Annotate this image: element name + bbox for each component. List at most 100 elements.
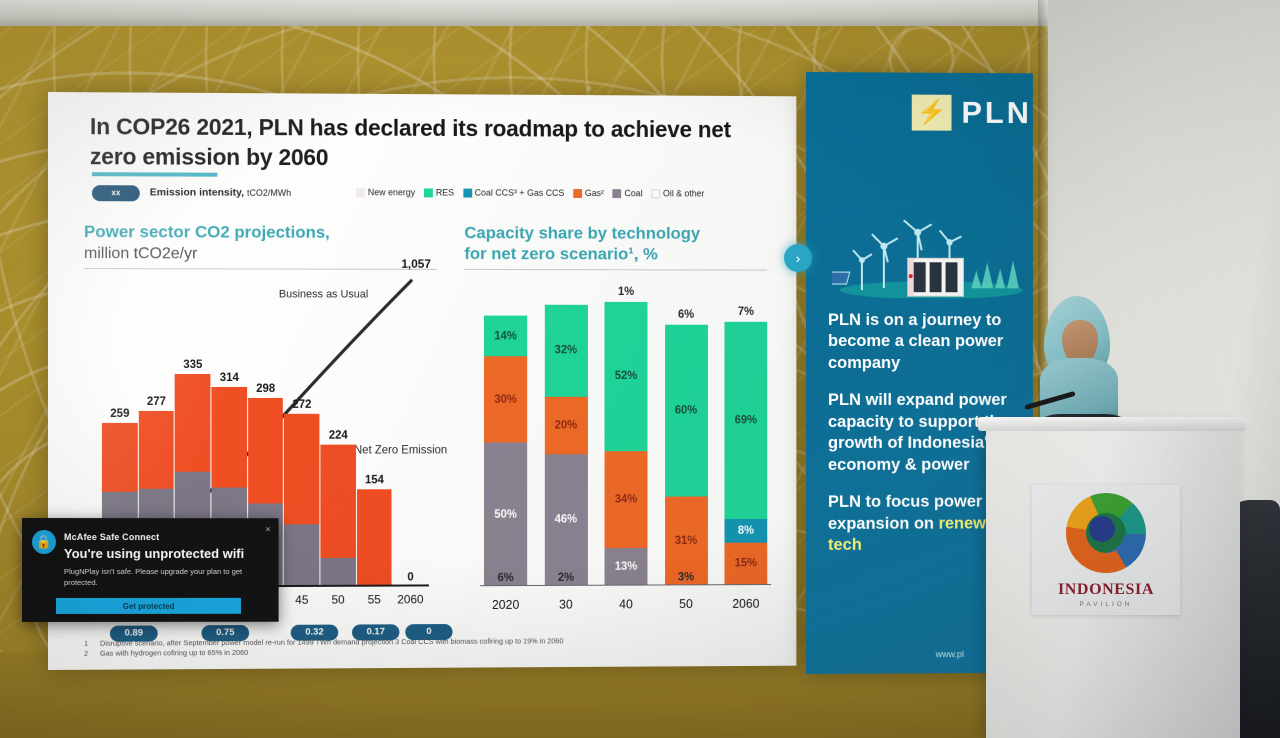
segment-label: 50% (494, 508, 517, 521)
segment-label: 34% (614, 493, 638, 506)
left-chart-title: Power sector CO2 projections, (83, 222, 330, 242)
segment-gas (174, 374, 211, 473)
segment-label: 20% (554, 419, 578, 432)
segment-coal: 13% (604, 548, 648, 586)
right-bar-bottom-label: 3% (677, 571, 695, 584)
left-bar-value: 272 (292, 399, 312, 412)
left-bar-value: 277 (146, 395, 166, 408)
get-protected-button[interactable]: Get protected (55, 597, 241, 614)
footnote-number: 2 (83, 649, 89, 659)
left-bar-value: 314 (219, 372, 239, 385)
legend-item-label: RES (435, 187, 455, 198)
shield-icon: 🔒 (31, 530, 56, 555)
segment-label: 14% (494, 330, 517, 343)
legend-swatch-icon (573, 188, 582, 198)
right-bar-bottom-label: 6% (497, 572, 514, 585)
lightning-bolt-icon: ⚡ (911, 94, 952, 131)
segment-coal-ccs-gas-ccs: 8% (724, 519, 768, 543)
right-chart-axis (480, 583, 772, 587)
legend-item-2: Coal CCS³ + Gas CCS (462, 187, 565, 198)
pln-url: www.pl (935, 649, 964, 660)
mcafee-popup[interactable]: 🔒 × McAfee Safe Connect You're using unp… (22, 518, 279, 622)
pln-logo: ⚡ PLN (911, 94, 1032, 132)
segment-gas: 30% (484, 356, 528, 443)
legend-item-1: RES (424, 187, 454, 197)
legend-item-0: New energy (355, 187, 416, 198)
right-bar-top-label: 7% (737, 306, 754, 319)
segment-label: 13% (614, 561, 638, 573)
slide-footnotes: 1 Disruptive scenario, after September po… (84, 635, 763, 660)
slide-next-chevron-icon[interactable]: › (784, 244, 812, 272)
renewable-energy-illustration (831, 202, 1023, 299)
right-x-label-2020: 2020 (491, 597, 520, 612)
right-x-label-30: 30 (559, 597, 573, 612)
segment-res: 32% (544, 304, 588, 397)
segment-label: 46% (554, 513, 578, 526)
legend-item-label: New energy (367, 187, 416, 198)
bau-annotation-label: Business as Usual (278, 288, 369, 301)
segment-label: 32% (554, 344, 578, 357)
right-x-label-50: 50 (679, 597, 693, 612)
segment-res: 14% (484, 315, 528, 357)
segment-label: 52% (614, 370, 638, 383)
left-x-label-2060: 2060 (397, 592, 424, 607)
right-bar-2060: 7% 69% 8% 15% (724, 289, 768, 586)
segment-res: 60% (664, 324, 708, 497)
segment-gas (247, 397, 284, 504)
left-bar-45: 272 (284, 358, 320, 588)
right-bar-2020: 14% 30% 50% 6% (484, 289, 528, 587)
pln-branding-panel: ⚡ PLN (806, 72, 1033, 674)
mcafee-brand-label: McAfee Safe Connect (63, 532, 160, 543)
segment-res: 52% (604, 301, 648, 451)
segment-coal (320, 558, 356, 587)
segment-coal: 46% (544, 453, 588, 586)
pln-paragraph-0: PLN is on a journey to become a clean po… (827, 311, 1004, 372)
legend-swatch-icon (462, 188, 472, 198)
podium-top-surface (978, 417, 1246, 431)
footnote-text: Gas with hydrogen cofiring up to 65% in … (99, 648, 249, 658)
legend-intensity-unit: tCO2/MWh (246, 187, 292, 198)
segment-label: 15% (734, 557, 758, 570)
segment-gas (138, 410, 174, 489)
legend-intensity-text: Emission intensity, (149, 186, 245, 199)
left-bar-value: 154 (364, 473, 384, 486)
right-chart: 14% 30% 50% 6% 32% 20% 46% 2% 1% 52% 34% 13% 6% 60% 31… (464, 261, 777, 638)
segment-label: 8% (737, 524, 754, 537)
left-x-label-50: 50 (331, 592, 345, 607)
legend-item-label: Coal CCS³ + Gas CCS (474, 187, 565, 198)
segment-label: 60% (674, 404, 698, 417)
segment-gas (211, 387, 247, 488)
podium: INDONESIA PAVILION (978, 417, 1246, 738)
right-x-label-2060: 2060 (732, 596, 760, 611)
right-bar-top-label: 6% (677, 309, 695, 321)
left-bar-value: 335 (183, 359, 203, 372)
segment-gas: 15% (724, 542, 768, 586)
segment-gas (320, 444, 356, 559)
segment-gas: 34% (604, 450, 648, 549)
left-chart-heading: Power sector CO2 projections, million tC… (84, 222, 431, 264)
left-x-label-55: 55 (367, 592, 381, 607)
left-x-label-45: 45 (295, 592, 309, 607)
segment-label: 69% (734, 414, 758, 427)
right-chart-x-axis-labels: 2020 30 40 50 2060 (484, 597, 767, 612)
left-bar-value: 224 (328, 429, 348, 442)
right-chart-title: Capacity share by technology (464, 223, 701, 243)
pavilion-globe-icon (1066, 492, 1146, 573)
slide-title: In COP26 2021, PLN has declared its road… (89, 113, 731, 171)
title-underline (91, 172, 218, 177)
left-bar-value: 298 (256, 382, 276, 395)
close-icon[interactable]: × (265, 524, 271, 535)
legend-item-list: New energy RES Coal CCS³ + Gas CCS Gas² Coal… (355, 187, 704, 199)
legend-swatch-icon (355, 187, 365, 197)
legend-item-label: Coal (624, 188, 643, 199)
segment-label: 30% (494, 393, 517, 406)
segment-gas (101, 422, 138, 492)
right-bar-bottom-label: 2% (557, 571, 575, 584)
legend-item-3: Gas² (573, 188, 604, 198)
legend-intensity-label: Emission intensity, tCO2/MWh (150, 186, 291, 198)
footnote-number: 1 (83, 638, 89, 648)
indonesia-pavilion-logo: INDONESIA PAVILION (1032, 485, 1180, 615)
pln-wordmark: PLN (961, 94, 1032, 131)
right-bar-40: 1% 52% 34% 13% (604, 286, 648, 586)
